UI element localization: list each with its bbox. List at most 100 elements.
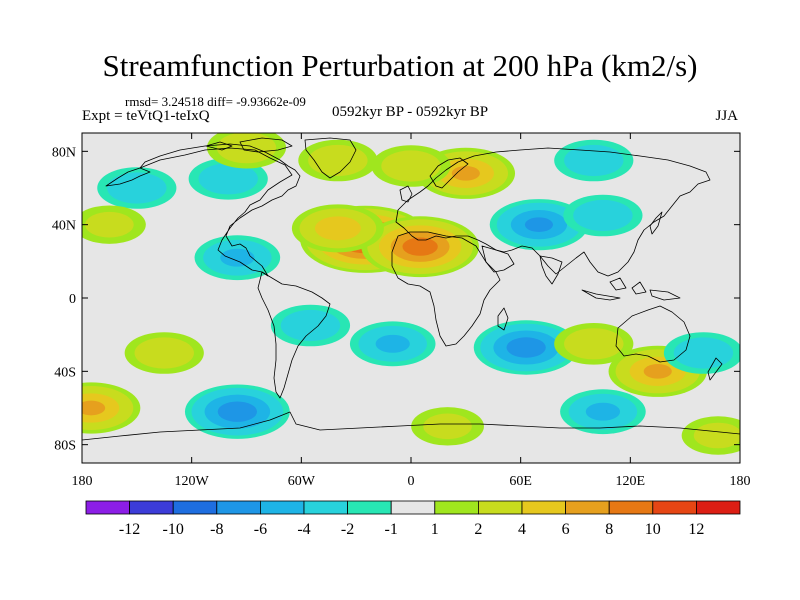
contour-band [216,133,277,164]
coastline-greenland [304,137,357,179]
coastline-australia [615,305,691,363]
colorbar-swatch [608,500,654,515]
colorbar-swatch [696,500,741,515]
anomaly-indian-ocean-low [473,320,579,375]
colorbar-label: 10 [645,521,661,538]
y-tick-label: 80S [54,439,76,454]
colorbar-label: -6 [254,521,267,538]
anomaly-south-atlantic-high [411,407,484,446]
contour-band [693,422,740,449]
y-tick-label: 40N [52,219,76,234]
x-tick-label: 0 [408,474,415,489]
colorbar-swatch [347,500,392,515]
period-label: 0592kyr BP - 0592kyr BP [331,104,489,120]
x-tick-label: 60W [288,474,316,489]
anomaly-south-america-low [270,304,351,347]
x-tick-label: 180 [72,474,93,489]
anomaly-south-atlantic-low [349,321,436,367]
coastline-north-america [139,143,301,277]
anomaly-southern-ocean-low [560,389,646,435]
anomaly-southeast-pacific-high [124,332,204,374]
coastline-madagascar [497,307,509,331]
anomaly-southwest-pacific-high [82,382,141,434]
coastline-antarctica [82,411,740,441]
x-tick-label: 120E [616,474,646,489]
colorbar-label: 12 [688,521,704,538]
colorbar-label: 6 [562,521,570,538]
contour-field [82,133,740,455]
contour-band [402,237,438,256]
contour-band [573,199,633,232]
colorbar-swatch [259,500,305,515]
anomaly-greenland-high [298,139,378,182]
experiment-label: Expt = teVtQ1-teIxQ [82,108,210,124]
colorbar-label: -2 [341,521,354,538]
colorbar-swatch [477,500,523,515]
colorbar-label: 1 [431,521,439,538]
contour-band [451,166,480,181]
anomaly-atlantic-high [291,204,384,253]
contour-band [423,413,472,440]
colorbar-label: -10 [163,521,184,538]
anomaly-north-pacific-low [97,167,177,209]
colorbar-swatch [565,500,610,515]
x-tick-label: 180 [730,474,751,489]
colorbar: -12 -10 -8 -6 -4 -2 -1 1 2 4 6 8 10 12 [85,500,741,538]
colorbar-label: -4 [297,521,310,538]
anomaly-caribbean-low [194,235,281,281]
contour-band [85,211,134,238]
statistics-label: rmsd= 3.24518 diff= -9.93662e-09 [125,94,306,109]
y-tick-label: 40S [54,365,76,380]
colorbar-label: 2 [474,521,482,538]
colorbar-swatch [303,500,348,515]
y-tick-label: 0 [69,292,76,307]
colorbar-label: -12 [119,521,140,538]
y-tick-label: 80N [52,145,76,160]
colorbar-label: 4 [518,521,526,538]
colorbar-swatch [216,500,261,515]
anomaly-east-siberia-low [554,139,634,182]
coastline-india [539,255,563,285]
anomaly-sahara-high [361,216,479,278]
anomaly-south-pacific-low [184,384,290,439]
x-tick-label: 60E [509,474,532,489]
colorbar-swatch [85,500,130,515]
colorbar-swatch [390,500,436,515]
anomaly-east-asia-low [563,194,643,237]
colorbar-swatch [652,500,697,515]
contour-band [524,217,554,232]
contour-band [564,144,624,177]
coastline-new-zealand [707,357,723,381]
contour-band [643,364,672,379]
coastline-arctic-islands [205,137,293,153]
contour-band [220,248,255,267]
colorbar-label: 8 [605,521,613,538]
anomaly-southern-ocean-high [681,416,740,455]
colorbar-swatch [129,500,174,515]
contour-band [107,172,167,204]
x-tick-label: 120W [175,474,210,489]
plot-title: Streamfunction Perturbation at 200 hPa (… [102,48,698,83]
contour-band [381,150,441,182]
colorbar-swatch [434,500,479,515]
coastline-alaska [105,167,151,187]
coastline-arabia [481,245,515,273]
coastlines [82,137,740,441]
contour-band [564,328,624,360]
coastline-japan [649,211,663,235]
coastline-south-america [257,271,331,399]
contour-band [506,337,546,358]
anomaly-north-pacific-high [82,205,146,244]
contour-band [134,337,194,369]
contour-band [585,402,621,421]
contour-band [280,309,341,342]
anomaly-southeast-indian-ocean-high [554,323,634,365]
map-axes: 180 120W 60W 0 60E 120E 180 80N 40N 0 40S 80S [52,133,751,489]
anomaly-central-asia-low [489,199,589,251]
colorbar-swatch [172,500,218,515]
colorbar-label: -8 [210,521,223,538]
colorbar-label: -1 [385,521,398,538]
anomaly-north-atlantic-high [371,145,451,187]
contour-band [314,216,361,241]
coastline-indonesia [581,277,681,301]
